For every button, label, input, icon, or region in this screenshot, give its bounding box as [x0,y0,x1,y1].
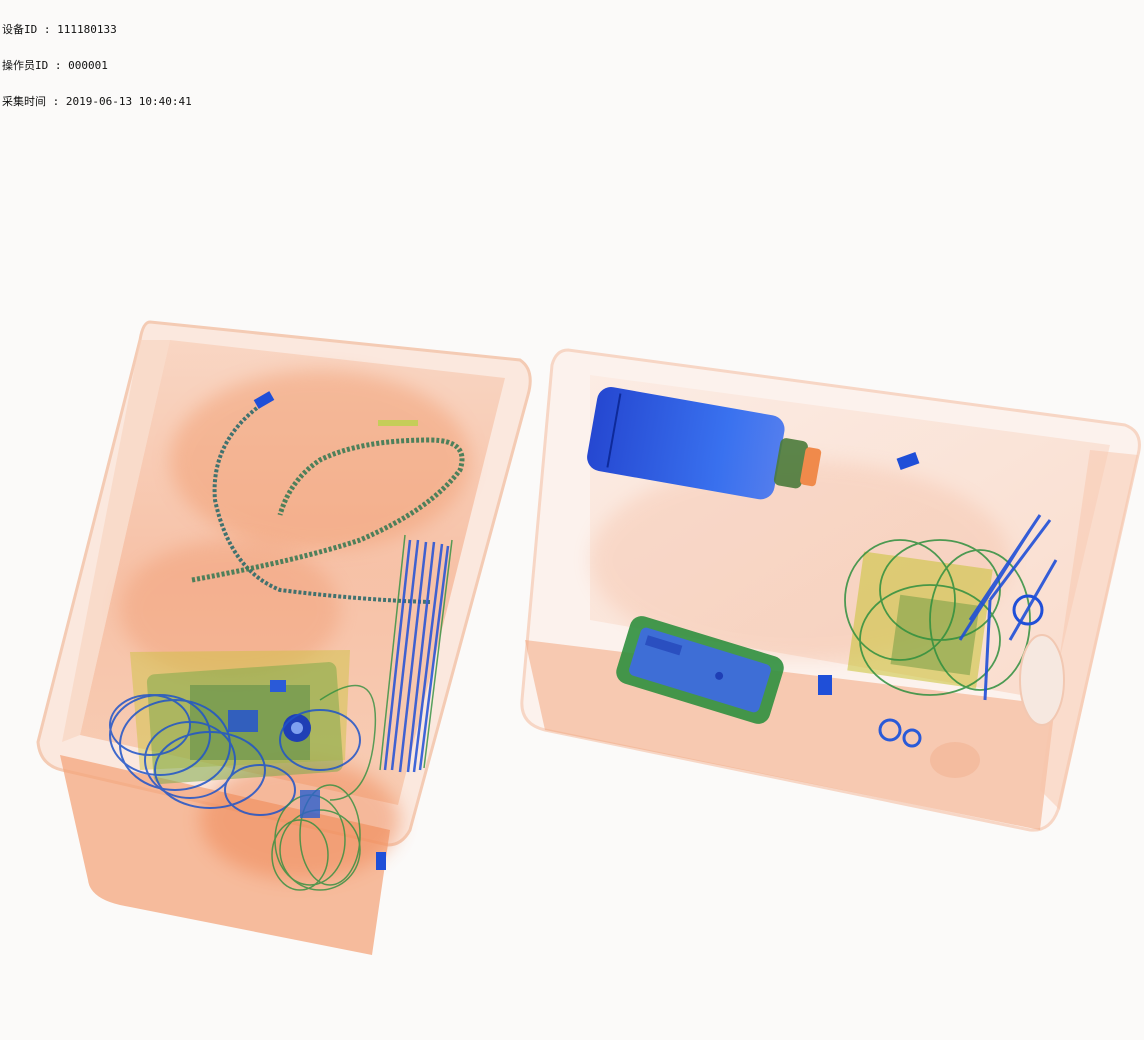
right-tray [520,348,1141,832]
capture-time-label: 采集时间 : 2019-06-13 10:40:41 [2,95,192,108]
scan-metadata: 设备ID : 111180133 操作员ID : 000001 采集时间 : 2… [2,0,192,120]
left-tray [36,320,532,955]
operator-id-label: 操作员ID : 000001 [2,59,108,72]
water-bottle [587,387,822,500]
device-id-label: 设备ID : 111180133 [2,23,117,36]
smartphone [616,616,784,724]
